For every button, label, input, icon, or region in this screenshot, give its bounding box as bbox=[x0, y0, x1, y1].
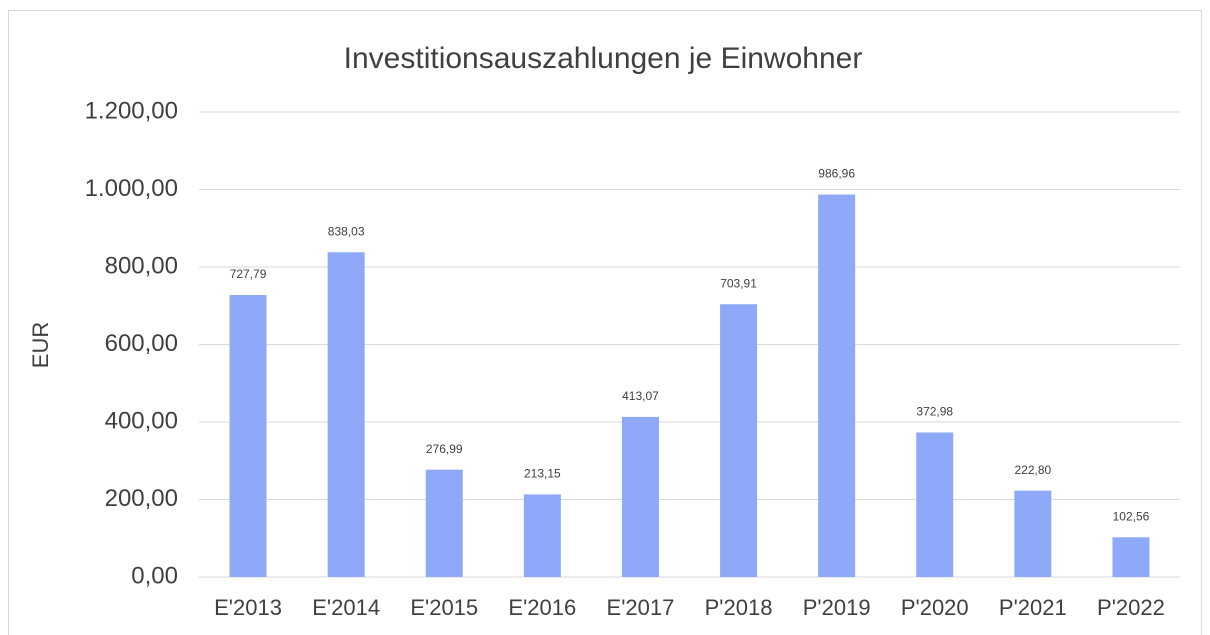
y-tick-label: 200,00 bbox=[105, 485, 178, 512]
bar bbox=[229, 294, 267, 577]
x-tick-label: P'2018 bbox=[705, 595, 773, 620]
data-label: 276,99 bbox=[426, 442, 463, 456]
x-tick-label: P'2019 bbox=[803, 595, 871, 620]
y-tick-label: 1.200,00 bbox=[85, 97, 178, 124]
data-label: 102,56 bbox=[1113, 509, 1150, 523]
bar bbox=[818, 194, 856, 578]
data-label: 222,80 bbox=[1014, 463, 1051, 477]
y-tick-label: 1.000,00 bbox=[85, 175, 178, 202]
data-label: 213,15 bbox=[524, 467, 561, 481]
y-axis-label: EUR bbox=[28, 322, 53, 368]
y-tick-label: 0,00 bbox=[131, 562, 178, 589]
x-tick-label: P'2020 bbox=[901, 595, 969, 620]
chart-title: Investitionsauszahlungen je Einwohner bbox=[344, 42, 863, 75]
bar bbox=[425, 469, 463, 577]
y-tick-label: 800,00 bbox=[105, 252, 178, 279]
bar bbox=[1014, 490, 1052, 577]
data-label: 838,03 bbox=[328, 224, 365, 238]
data-label: 727,79 bbox=[230, 267, 267, 281]
bar bbox=[523, 494, 561, 577]
x-tick-label: E'2017 bbox=[607, 595, 675, 620]
bar bbox=[720, 304, 758, 577]
x-tick-label: P'2021 bbox=[999, 595, 1067, 620]
x-tick-label: E'2016 bbox=[508, 595, 576, 620]
x-tick-label: E'2014 bbox=[312, 595, 380, 620]
bar bbox=[621, 416, 659, 577]
data-label: 413,07 bbox=[622, 389, 659, 403]
x-tick-label: E'2015 bbox=[410, 595, 478, 620]
x-tick-label: E'2013 bbox=[214, 595, 282, 620]
data-label: 703,91 bbox=[720, 276, 757, 290]
bar bbox=[327, 252, 365, 578]
y-tick-label: 600,00 bbox=[105, 330, 178, 357]
data-label: 986,96 bbox=[818, 167, 855, 181]
x-tick-label: P'2022 bbox=[1097, 595, 1165, 620]
y-tick-label: 400,00 bbox=[105, 407, 178, 434]
bar bbox=[1112, 537, 1150, 577]
bar bbox=[916, 432, 954, 577]
data-label: 372,98 bbox=[916, 405, 953, 419]
chart-border bbox=[8, 10, 1202, 635]
